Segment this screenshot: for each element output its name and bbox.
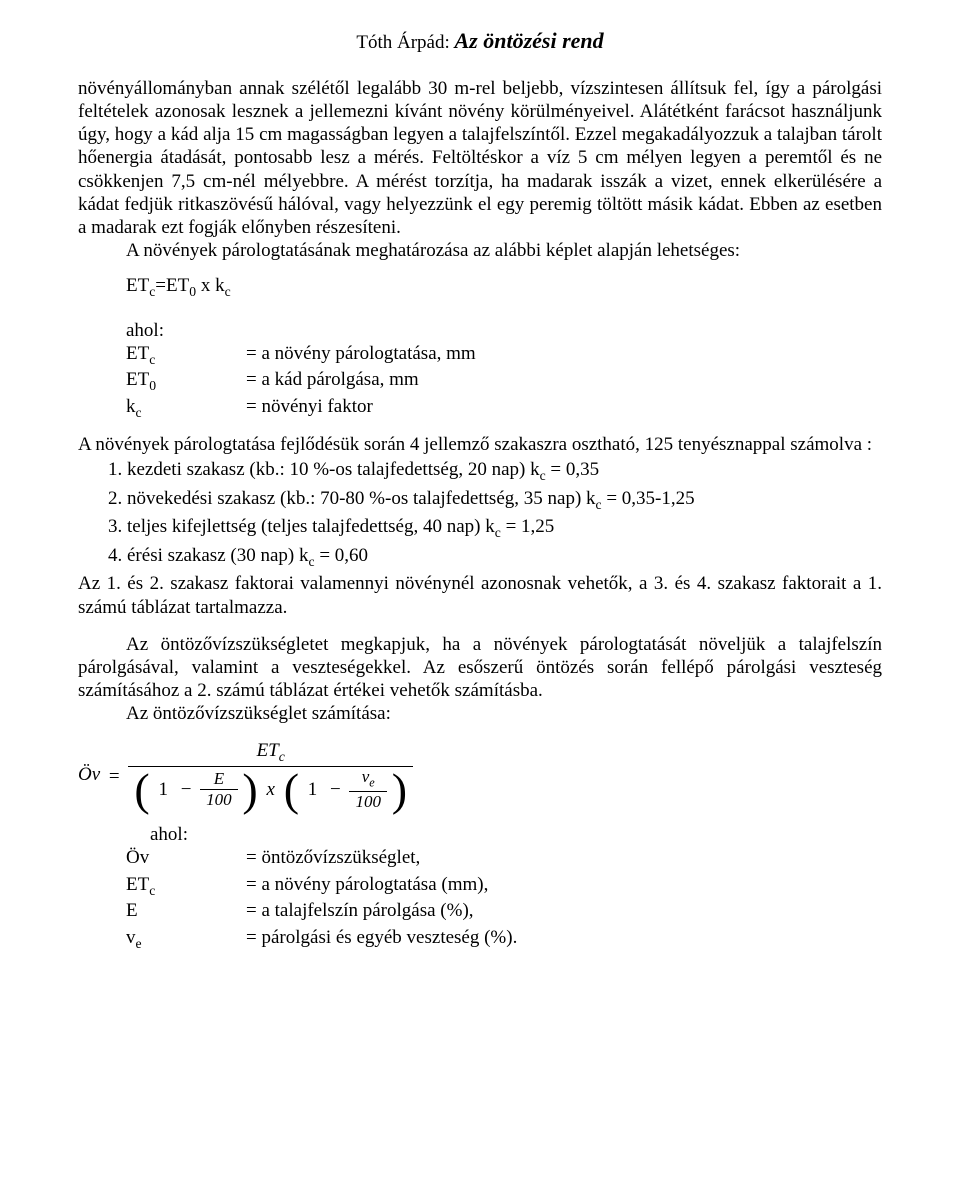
paragraph-body-4: Az öntözővízszükségletet megkapjuk, ha a…	[78, 633, 882, 703]
page-header: Tóth Árpád: Az öntözési rend	[78, 28, 882, 55]
formula-ov-eq: =	[109, 765, 120, 788]
paragraph-body-1: növényállományban annak szélétől legaláb…	[78, 77, 882, 239]
formula-etc: ETc=ET0 x kc	[126, 274, 882, 300]
def-symbol: Öv	[126, 846, 246, 872]
formula-ov: Öv = ETc ( 1 − E 100 ) x ( 1 − ve	[78, 739, 882, 812]
def-symbol: ve	[126, 926, 246, 952]
where-block-2: ahol: Öv = öntözővízszükséglet, ETc = a …	[126, 823, 882, 952]
def-symbol: ETc	[126, 342, 246, 368]
paren-close-icon: )	[242, 767, 257, 813]
def-symbol: ET0	[126, 368, 246, 394]
formula-ov-main-frac: ETc ( 1 − E 100 ) x ( 1 − ve 100 )	[128, 739, 413, 812]
paren-close-icon: )	[392, 767, 407, 813]
inner-frac-2: ve 100	[349, 767, 387, 812]
def-row: Öv = öntözővízszükséglet,	[126, 846, 882, 872]
formula-ov-numerator: ETc	[128, 739, 413, 766]
list-item: 2. növekedési szakasz (kb.: 70-80 %-os t…	[108, 487, 882, 513]
where-label-2: ahol:	[150, 823, 882, 846]
author-name: Tóth Árpád:	[356, 32, 454, 53]
def-row: ETc = a növény párologtatása, mm	[126, 342, 882, 368]
def-symbol: ETc	[126, 873, 246, 899]
paren-open-icon: (	[284, 767, 299, 813]
paragraph-body-4b: Az öntözővízszükséglet számítása:	[78, 702, 882, 725]
formula-etc-eq: =ET	[155, 275, 189, 296]
formula-etc-sub3: c	[225, 284, 231, 299]
def-row: ve = párolgási és egyéb veszteség (%).	[126, 926, 882, 952]
formula-ov-denominator: ( 1 − E 100 ) x ( 1 − ve 100 )	[128, 767, 413, 813]
formula-etc-sym1: ET	[126, 275, 149, 296]
paren-open-icon: (	[134, 767, 149, 813]
def-value: = öntözővízszükséglet,	[246, 846, 882, 872]
def-row: kc = növényi faktor	[126, 395, 882, 421]
list-item: 1. kezdeti szakasz (kb.: 10 %-os talajfe…	[108, 458, 882, 484]
def-value: = a növény párologtatása, mm	[246, 342, 882, 368]
page: Tóth Árpád: Az öntözési rend növényállom…	[0, 0, 960, 1186]
paragraph-body-1b: A növények párologtatásának meghatározás…	[78, 239, 882, 262]
formula-ov-lhs: Öv	[78, 765, 100, 786]
def-symbol: kc	[126, 395, 246, 421]
paragraph-body-3: Az 1. és 2. szakasz faktorai valamennyi …	[78, 572, 882, 618]
paragraph-body-2: A növények párologtatása fejlődésük sorá…	[78, 433, 882, 456]
def-row: ET0 = a kád párolgása, mm	[126, 368, 882, 394]
def-value: = a növény párologtatása (mm),	[246, 873, 882, 899]
page-title: Az öntözési rend	[455, 28, 604, 53]
def-value: = növényi faktor	[246, 395, 882, 421]
formula-etc-mid: x k	[196, 275, 225, 296]
where-block-1: ahol: ETc = a növény párologtatása, mm E…	[126, 319, 882, 422]
list-item: 3. teljes kifejlettség (teljes talajfede…	[108, 515, 882, 541]
def-row: ETc = a növény párologtatása (mm),	[126, 873, 882, 899]
def-row: E = a talajfelszín párolgása (%),	[126, 899, 882, 925]
inner-frac-1: E 100	[200, 769, 238, 811]
def-symbol: E	[126, 899, 246, 925]
def-value: = a talajfelszín párolgása (%),	[246, 899, 882, 925]
list-item: 4. érési szakasz (30 nap) kc = 0,60	[108, 544, 882, 570]
def-value: = párolgási és egyéb veszteség (%).	[246, 926, 882, 952]
where-label-1: ahol:	[126, 319, 882, 342]
stage-list: 1. kezdeti szakasz (kb.: 10 %-os talajfe…	[108, 458, 882, 570]
def-value: = a kád párolgása, mm	[246, 368, 882, 394]
